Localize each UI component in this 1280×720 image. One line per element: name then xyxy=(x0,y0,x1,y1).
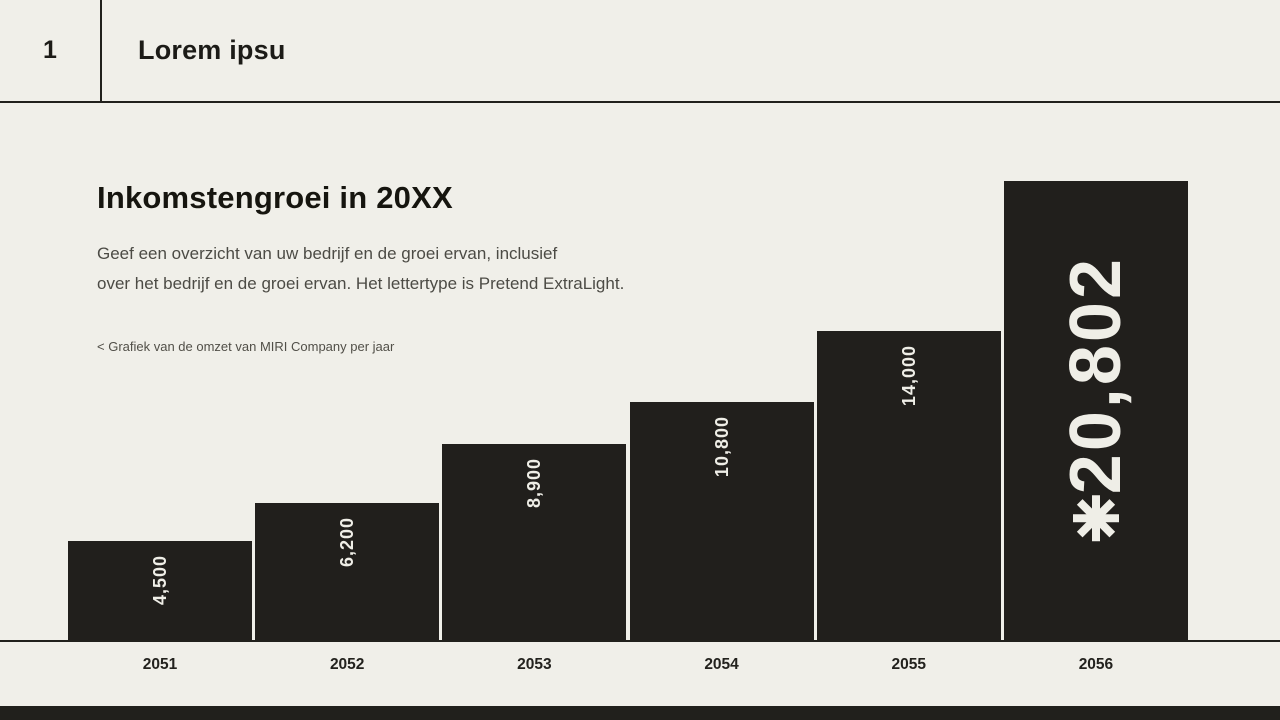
footer-bar xyxy=(0,706,1280,720)
header-vertical-divider xyxy=(100,0,102,101)
axis-label-2055: 2055 xyxy=(891,656,926,673)
bar-2052: 6,200 xyxy=(255,503,440,640)
axis-label-2053: 2053 xyxy=(517,656,552,673)
bar-2055: 14,000 xyxy=(816,331,1001,640)
chart-subtitle: Geef een overzicht van uw bedrijf en de … xyxy=(97,239,624,299)
x-axis-line xyxy=(0,640,1280,642)
x-axis-labels: 2051 2052 2053 2054 2055 2056 xyxy=(68,656,1188,674)
header-divider xyxy=(0,101,1280,103)
header-title: Lorem ipsu xyxy=(138,35,286,65)
bar-value-label: 4,500 xyxy=(150,554,170,605)
bar-value-label: 14,000 xyxy=(898,345,919,407)
subtitle-line-2: over het bedrijf en de groei ervan. Het … xyxy=(97,274,625,293)
bar-2051: 4,500 xyxy=(68,540,252,640)
bar-2056: 20,802 xyxy=(1003,181,1188,640)
bar-value-label: 8,900 xyxy=(524,457,545,508)
axis-label-2056: 2056 xyxy=(1078,656,1114,673)
bar-2053: 8,900 xyxy=(442,443,627,640)
bar-2054: 10,800 xyxy=(629,401,814,640)
bar-value-label: 10,800 xyxy=(711,415,732,477)
axis-label-2051: 2051 xyxy=(142,656,178,673)
axis-label-2054: 2054 xyxy=(704,656,739,673)
asterisk-star-icon xyxy=(1072,495,1119,542)
bar-value-label: 20,802 xyxy=(1056,256,1136,564)
chart-title: Inkomstengroei in 20XX xyxy=(97,180,453,215)
bar-chart: 4,500 6,200 8,900 10,800 14,000 20,802 xyxy=(68,181,1188,640)
bar-value-label: 6,200 xyxy=(337,517,358,568)
axis-label-2052: 2052 xyxy=(329,656,365,673)
slide-header: 1 Lorem ipsu xyxy=(0,0,1280,101)
slide-number: 1 xyxy=(43,36,57,64)
chart-caption: < Grafiek van de omzet van MIRI Company … xyxy=(97,339,395,354)
subtitle-line-1: Geef een overzicht van uw bedrijf en de … xyxy=(97,244,558,263)
